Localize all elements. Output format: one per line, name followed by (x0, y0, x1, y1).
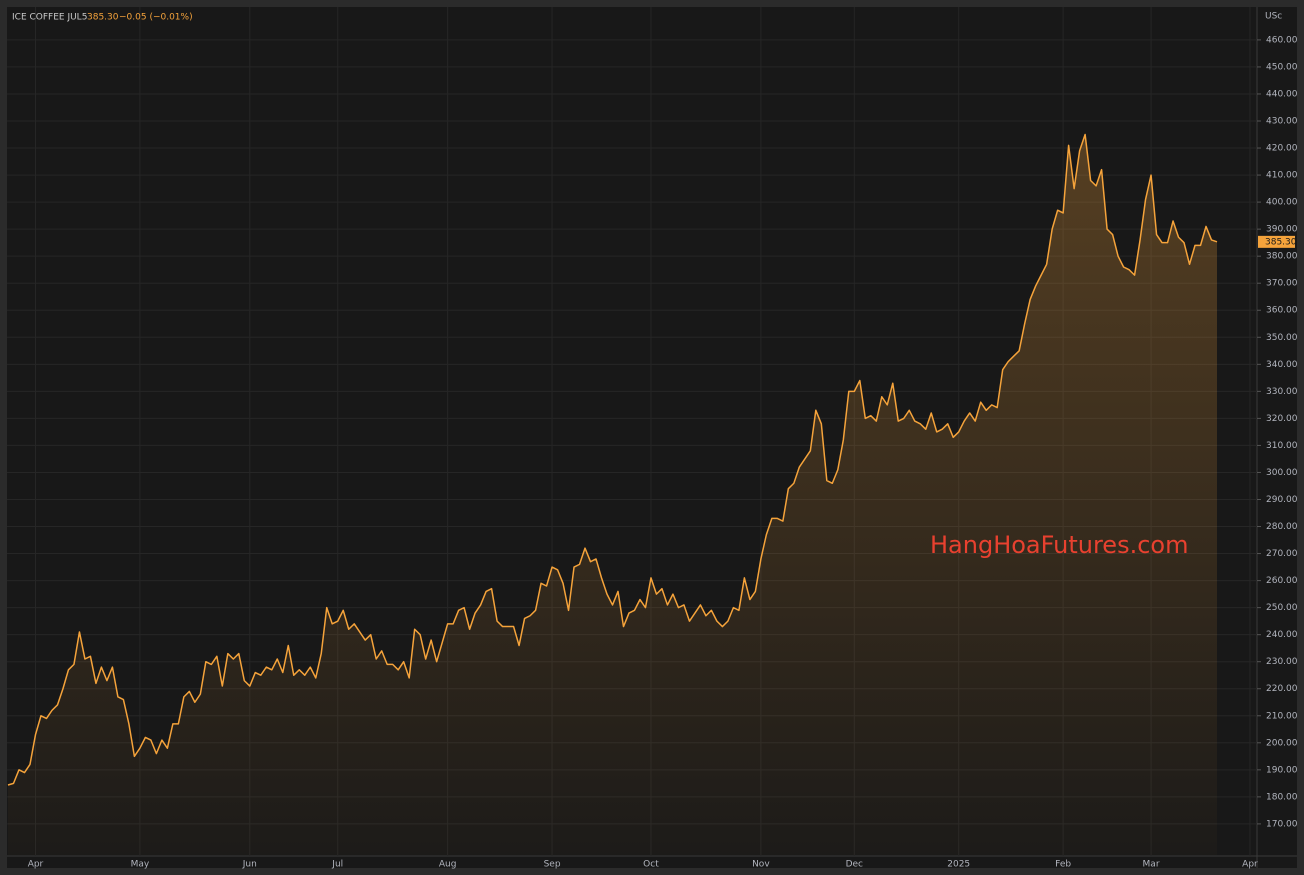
price: 385.30 (87, 13, 119, 23)
area (8, 134, 1217, 855)
y-tick-label: 450.00 (1266, 62, 1298, 72)
y-tick-label: 300.00 (1266, 468, 1298, 478)
plot (7, 133, 1218, 855)
y-tick-label: 170.00 (1266, 819, 1298, 829)
x-tick-label: Mar (1143, 860, 1160, 870)
x-tick-label: Apr (1242, 860, 1258, 870)
labels: ICE COFFEE JUL5 385.30 −0.05 (−0.01%) US… (12, 12, 1298, 870)
last-price-badge (1258, 235, 1295, 248)
y-tick-label: 230.00 (1266, 657, 1298, 667)
axis-unit: USc (1265, 12, 1282, 22)
change: −0.05 (−0.01%) (119, 13, 193, 23)
y-tick-label: 370.00 (1266, 279, 1298, 289)
y-tick-label: 430.00 (1266, 117, 1298, 127)
y-tick-label: 460.00 (1266, 35, 1298, 45)
y-tick-label: 200.00 (1266, 738, 1298, 748)
y-tick-label: 240.00 (1266, 630, 1298, 640)
last-price-label: 385.30 (1265, 237, 1297, 247)
y-tick-label: 310.00 (1266, 441, 1298, 451)
x-tick-label: 2025 (947, 860, 970, 870)
x-tick-label: Dec (846, 860, 863, 870)
y-tick-label: 290.00 (1266, 495, 1298, 505)
watermark: HangHoaFutures.com (930, 531, 1188, 559)
y-tick-label: 220.00 (1266, 684, 1298, 694)
y-tick-label: 380.00 (1266, 252, 1298, 262)
line (7, 133, 1218, 786)
y-tick-label: 260.00 (1266, 576, 1298, 586)
y-tick-label: 280.00 (1266, 522, 1298, 532)
y-tick-label: 420.00 (1266, 144, 1298, 154)
x-tick-label: Oct (643, 860, 659, 870)
y-tick-label: 330.00 (1266, 387, 1298, 397)
symbol: ICE COFFEE JUL5 (12, 13, 87, 23)
y-tick-label: 400.00 (1266, 198, 1298, 208)
y-tick-label: 180.00 (1266, 792, 1298, 802)
y-tick-label: 410.00 (1266, 171, 1298, 181)
x-tick-label: Apr (28, 860, 44, 870)
x-tick-label: Feb (1055, 860, 1071, 870)
y-tick-label: 360.00 (1266, 306, 1298, 316)
x-tick-label: May (131, 860, 150, 870)
y-tick-label: 440.00 (1266, 89, 1298, 99)
y-tick-label: 250.00 (1266, 603, 1298, 613)
y-tick-label: 270.00 (1266, 549, 1298, 559)
y-tick-label: 210.00 (1266, 711, 1298, 721)
x-tick-label: Sep (544, 860, 561, 870)
y-tick-label: 320.00 (1266, 414, 1298, 424)
x-tick-label: Aug (439, 860, 457, 870)
y-tick-label: 190.00 (1266, 765, 1298, 775)
y-tick-label: 390.00 (1266, 225, 1298, 235)
x-tick-label: Nov (752, 860, 770, 870)
y-tick-label: 340.00 (1266, 360, 1298, 370)
y-tick-label: 350.00 (1266, 333, 1298, 343)
x-tick-label: Jul (331, 860, 343, 870)
x-tick-label: Jun (242, 860, 257, 870)
